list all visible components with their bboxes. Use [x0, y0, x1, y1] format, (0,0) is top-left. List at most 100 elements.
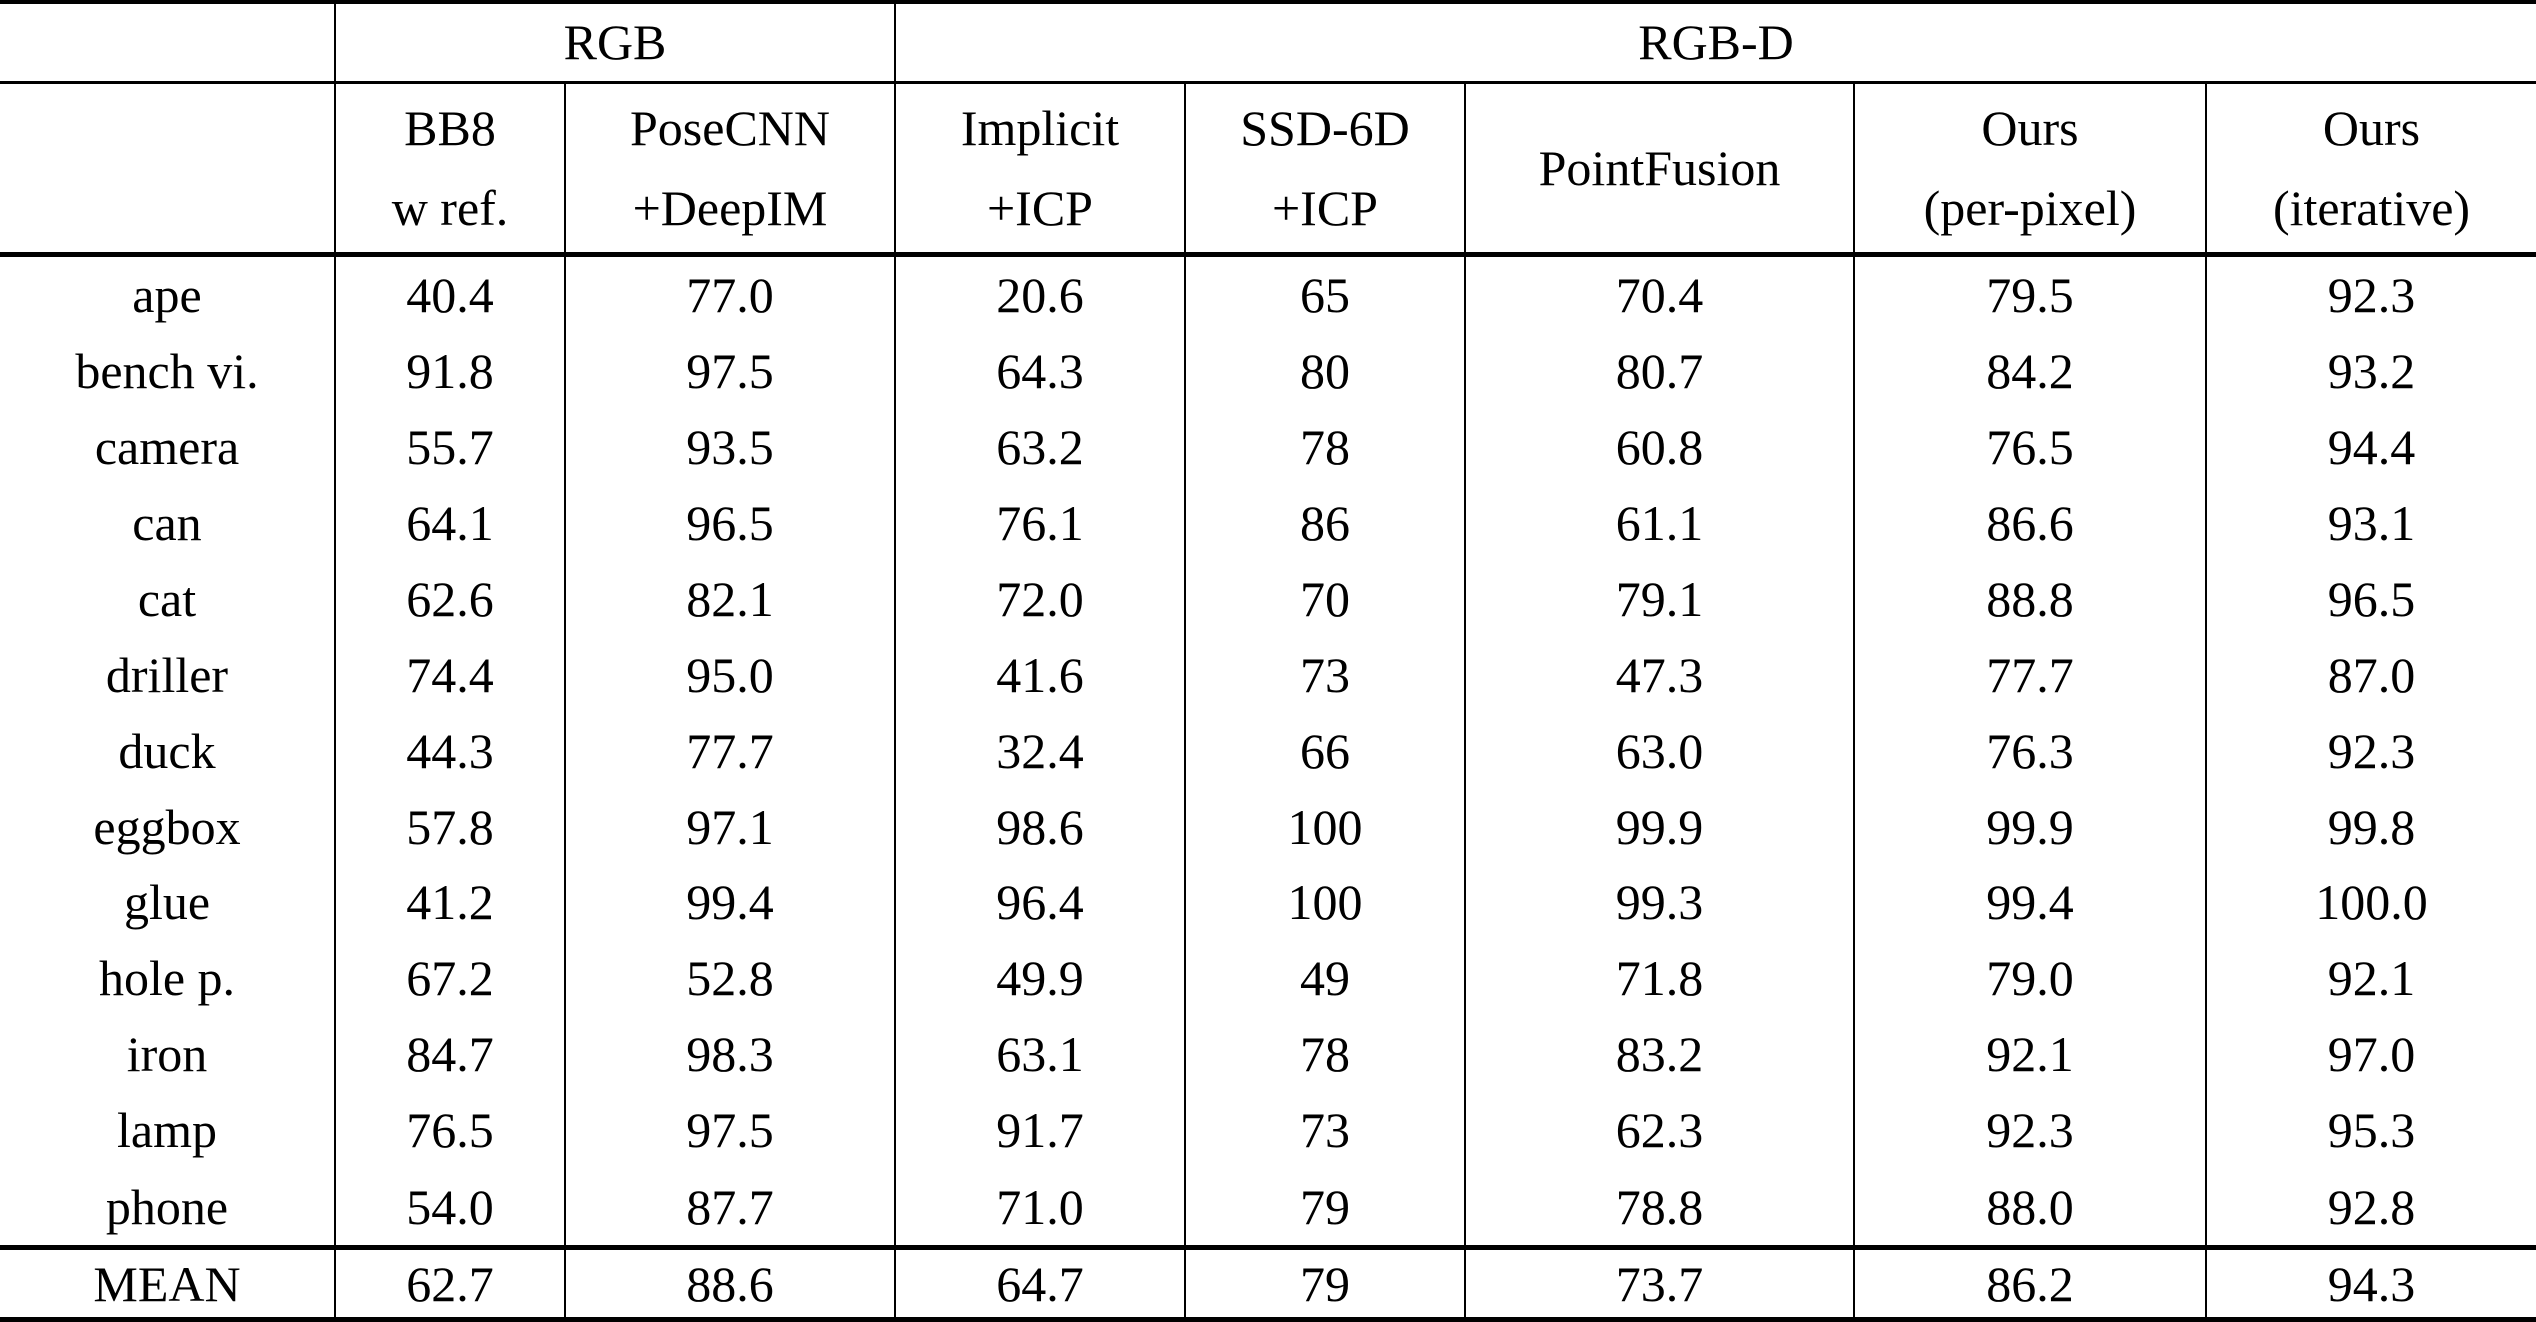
- value-cell: 76.3: [1853, 712, 2206, 789]
- value-cell: 97.1: [564, 788, 895, 865]
- value-cell: 61.1: [1464, 485, 1854, 561]
- table-row: phone 54.0 87.7 71.0 79 78.8 88.0 92.8: [0, 1168, 2536, 1248]
- column-header-line2: (per-pixel): [1923, 179, 2137, 236]
- row-label: hole p.: [98, 950, 236, 1007]
- column-header-line1: SSD-6D: [1240, 99, 1410, 156]
- column-header-line1: Ours: [2322, 99, 2421, 156]
- value-cell: 79: [1184, 1168, 1465, 1248]
- row-label: bench vi.: [75, 343, 259, 400]
- column-header-posecnn: PoseCNN +DeepIM: [564, 82, 895, 257]
- value-cell: 76.5: [334, 1092, 565, 1169]
- value-cell: 49.9: [894, 940, 1185, 1017]
- column-header-ours-perpixel: Ours (per-pixel): [1853, 82, 2206, 257]
- value-cell: 71.8: [1464, 940, 1854, 1017]
- column-header-line1: Ours: [1981, 99, 2079, 156]
- table-row: lamp 76.5 97.5 91.7 73 62.3 92.3 95.3: [0, 1092, 2536, 1169]
- value-cell: 73.7: [1464, 1245, 1854, 1320]
- value-cell: 63.2: [894, 409, 1185, 485]
- value-cell: 73: [1184, 636, 1465, 713]
- value-cell: 95.3: [2204, 1092, 2536, 1169]
- value-cell: 92.1: [1853, 1016, 2206, 1093]
- value-cell: 66: [1184, 712, 1465, 789]
- value-cell: 79.5: [1853, 254, 2206, 334]
- blank-corner-cell: [0, 2, 335, 84]
- value-cell: 70.4: [1464, 254, 1854, 334]
- value-cell: 82.1: [564, 560, 895, 637]
- value-cell: 52.8: [564, 940, 895, 1017]
- value-cell: 93.1: [2204, 485, 2536, 561]
- value-cell: 93.2: [2204, 333, 2536, 410]
- value-cell: 67.2: [334, 940, 565, 1017]
- value-cell: 63.1: [894, 1016, 1185, 1093]
- value-cell: 97.0: [2204, 1016, 2536, 1093]
- value-cell: 84.2: [1853, 333, 2206, 410]
- value-cell: 64.3: [894, 333, 1185, 410]
- value-cell: 44.3: [334, 712, 565, 789]
- blank-header-cell: [0, 82, 335, 257]
- column-header-line1: Implicit: [960, 99, 1120, 156]
- column-header-line2: +ICP: [986, 179, 1093, 236]
- value-cell: 94.4: [2204, 409, 2536, 485]
- value-cell: 88.8: [1853, 560, 2206, 637]
- value-cell: 49: [1184, 940, 1465, 1017]
- value-cell: 79: [1184, 1245, 1465, 1320]
- value-cell: 73: [1184, 1092, 1465, 1169]
- value-cell: 72.0: [894, 560, 1185, 637]
- mean-row: MEAN 62.7 88.6 64.7 79 73.7 86.2 94.3: [0, 1245, 2536, 1320]
- value-cell: 77.7: [564, 712, 895, 789]
- value-cell: 92.3: [1853, 1092, 2206, 1169]
- value-cell: 78: [1184, 409, 1465, 485]
- table-row: hole p. 67.2 52.8 49.9 49 71.8 79.0 92.1: [0, 940, 2536, 1017]
- value-cell: 92.3: [2204, 712, 2536, 789]
- row-label: iron: [126, 1026, 208, 1083]
- table-row: eggbox 57.8 97.1 98.6 100 99.9 99.9 99.8: [0, 788, 2536, 865]
- value-cell: 76.5: [1853, 409, 2206, 485]
- value-cell: 96.5: [564, 485, 895, 561]
- table-header: RGB RGB-D BB8 w ref. PoseCNN +DeepIM Imp…: [0, 2, 2536, 257]
- value-cell: 79.0: [1853, 940, 2206, 1017]
- row-label: duck: [118, 722, 216, 779]
- value-cell: 57.8: [334, 788, 565, 865]
- value-cell: 100: [1184, 864, 1465, 941]
- column-header-line2: +DeepIM: [632, 179, 828, 236]
- value-cell: 77.7: [1853, 636, 2206, 713]
- column-header-line2: (iterative): [2272, 179, 2471, 236]
- group-header-rgbd: RGB-D: [893, 2, 2536, 84]
- value-cell: 20.6: [894, 254, 1185, 334]
- row-label: can: [132, 494, 202, 551]
- method-header-row: BB8 w ref. PoseCNN +DeepIM Implicit +ICP…: [0, 82, 2536, 257]
- value-cell: 32.4: [894, 712, 1185, 789]
- value-cell: 99.9: [1464, 788, 1854, 865]
- value-cell: 86.2: [1853, 1245, 2206, 1320]
- value-cell: 84.7: [334, 1016, 565, 1093]
- row-label: phone: [105, 1178, 229, 1235]
- table-row: bench vi. 91.8 97.5 64.3 80 80.7 84.2 93.2: [0, 333, 2536, 410]
- table-row: cat 62.6 82.1 72.0 70 79.1 88.8 96.5: [0, 560, 2536, 637]
- table-body: ape 40.4 77.0 20.6 65 70.4 79.5 92.3 bench vi. 91…: [0, 254, 2536, 1320]
- column-header-line1: PoseCNN: [629, 99, 831, 156]
- row-label: camera: [94, 419, 240, 476]
- value-cell: 99.3: [1464, 864, 1854, 941]
- row-label: MEAN: [0, 1245, 335, 1320]
- column-header-line1: PointFusion: [1538, 139, 1781, 196]
- value-cell: 86.6: [1853, 485, 2206, 561]
- value-cell: 80: [1184, 333, 1465, 410]
- table-row: can 64.1 96.5 76.1 86 61.1 86.6 93.1: [0, 485, 2536, 561]
- group-header-row: RGB RGB-D: [0, 2, 2536, 84]
- value-cell: 55.7: [334, 409, 565, 485]
- value-cell: 71.0: [894, 1168, 1185, 1248]
- table-row: glue 41.2 99.4 96.4 100 99.3 99.4 100.0: [0, 864, 2536, 941]
- value-cell: 100: [1184, 788, 1465, 865]
- value-cell: 83.2: [1464, 1016, 1854, 1093]
- value-cell: 87.7: [564, 1168, 895, 1248]
- value-cell: 76.1: [894, 485, 1185, 561]
- value-cell: 87.0: [2204, 636, 2536, 713]
- value-cell: 92.1: [2204, 940, 2536, 1017]
- value-cell: 91.8: [334, 333, 565, 410]
- table-row: driller 74.4 95.0 41.6 73 47.3 77.7 87.0: [0, 636, 2536, 713]
- value-cell: 77.0: [564, 254, 895, 334]
- value-cell: 99.4: [564, 864, 895, 941]
- table-row: duck 44.3 77.7 32.4 66 63.0 76.3 92.3: [0, 712, 2536, 789]
- table-row: ape 40.4 77.0 20.6 65 70.4 79.5 92.3: [0, 254, 2536, 334]
